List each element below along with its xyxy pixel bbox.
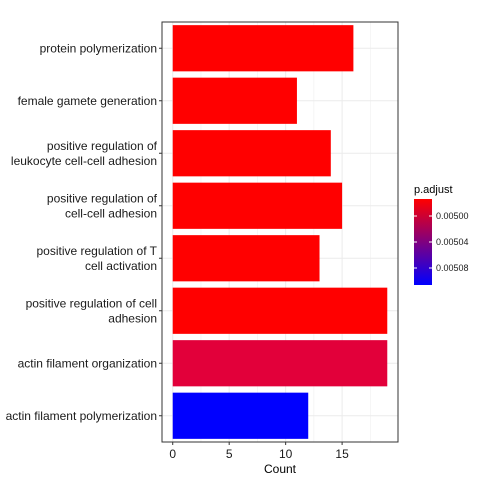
- legend-title: p.adjust: [414, 184, 453, 196]
- x-tick-label: 15: [335, 447, 349, 461]
- bar: [172, 25, 354, 72]
- bar: [172, 392, 309, 439]
- legend-tick-label: 0.00504: [436, 237, 469, 247]
- x-axis-title: Count: [264, 462, 297, 476]
- bar: [172, 77, 297, 124]
- y-tick-label: positive regulation of leukocyte cell-cel…: [11, 139, 158, 168]
- legend-tick-label: 0.00500: [436, 211, 469, 221]
- legend-colorbar: [414, 199, 432, 285]
- y-tick-label: positive regulation of cell adhesion: [26, 296, 157, 325]
- x-tick-label: 10: [279, 447, 293, 461]
- y-tick-label: female gamete generation: [18, 94, 157, 108]
- legend-ticks: 0.00500 0.00504 0.00508: [414, 211, 469, 273]
- legend-tick-label: 0.00508: [436, 263, 469, 273]
- legend: p.adjust 0.00500 0.00504 0.00508: [414, 184, 469, 285]
- y-axis: protein polymerization female gamete gene…: [6, 41, 162, 423]
- x-tick-label: 0: [169, 447, 176, 461]
- y-tick-label: positive regulation of cell-cell adhesion: [47, 191, 158, 220]
- y-tick-label: actin filament polymerization: [6, 409, 157, 423]
- bar: [172, 340, 388, 387]
- x-axis: 0 5 10 15: [169, 442, 349, 461]
- y-tick-label: actin filament organization: [18, 356, 157, 370]
- bar: [172, 130, 331, 177]
- bar: [172, 287, 388, 334]
- x-tick-label: 5: [226, 447, 233, 461]
- y-tick-label: protein polymerization: [40, 41, 157, 55]
- panel-border: [161, 21, 399, 443]
- bar: [172, 182, 343, 229]
- bar: [172, 235, 320, 282]
- bars: [172, 25, 388, 439]
